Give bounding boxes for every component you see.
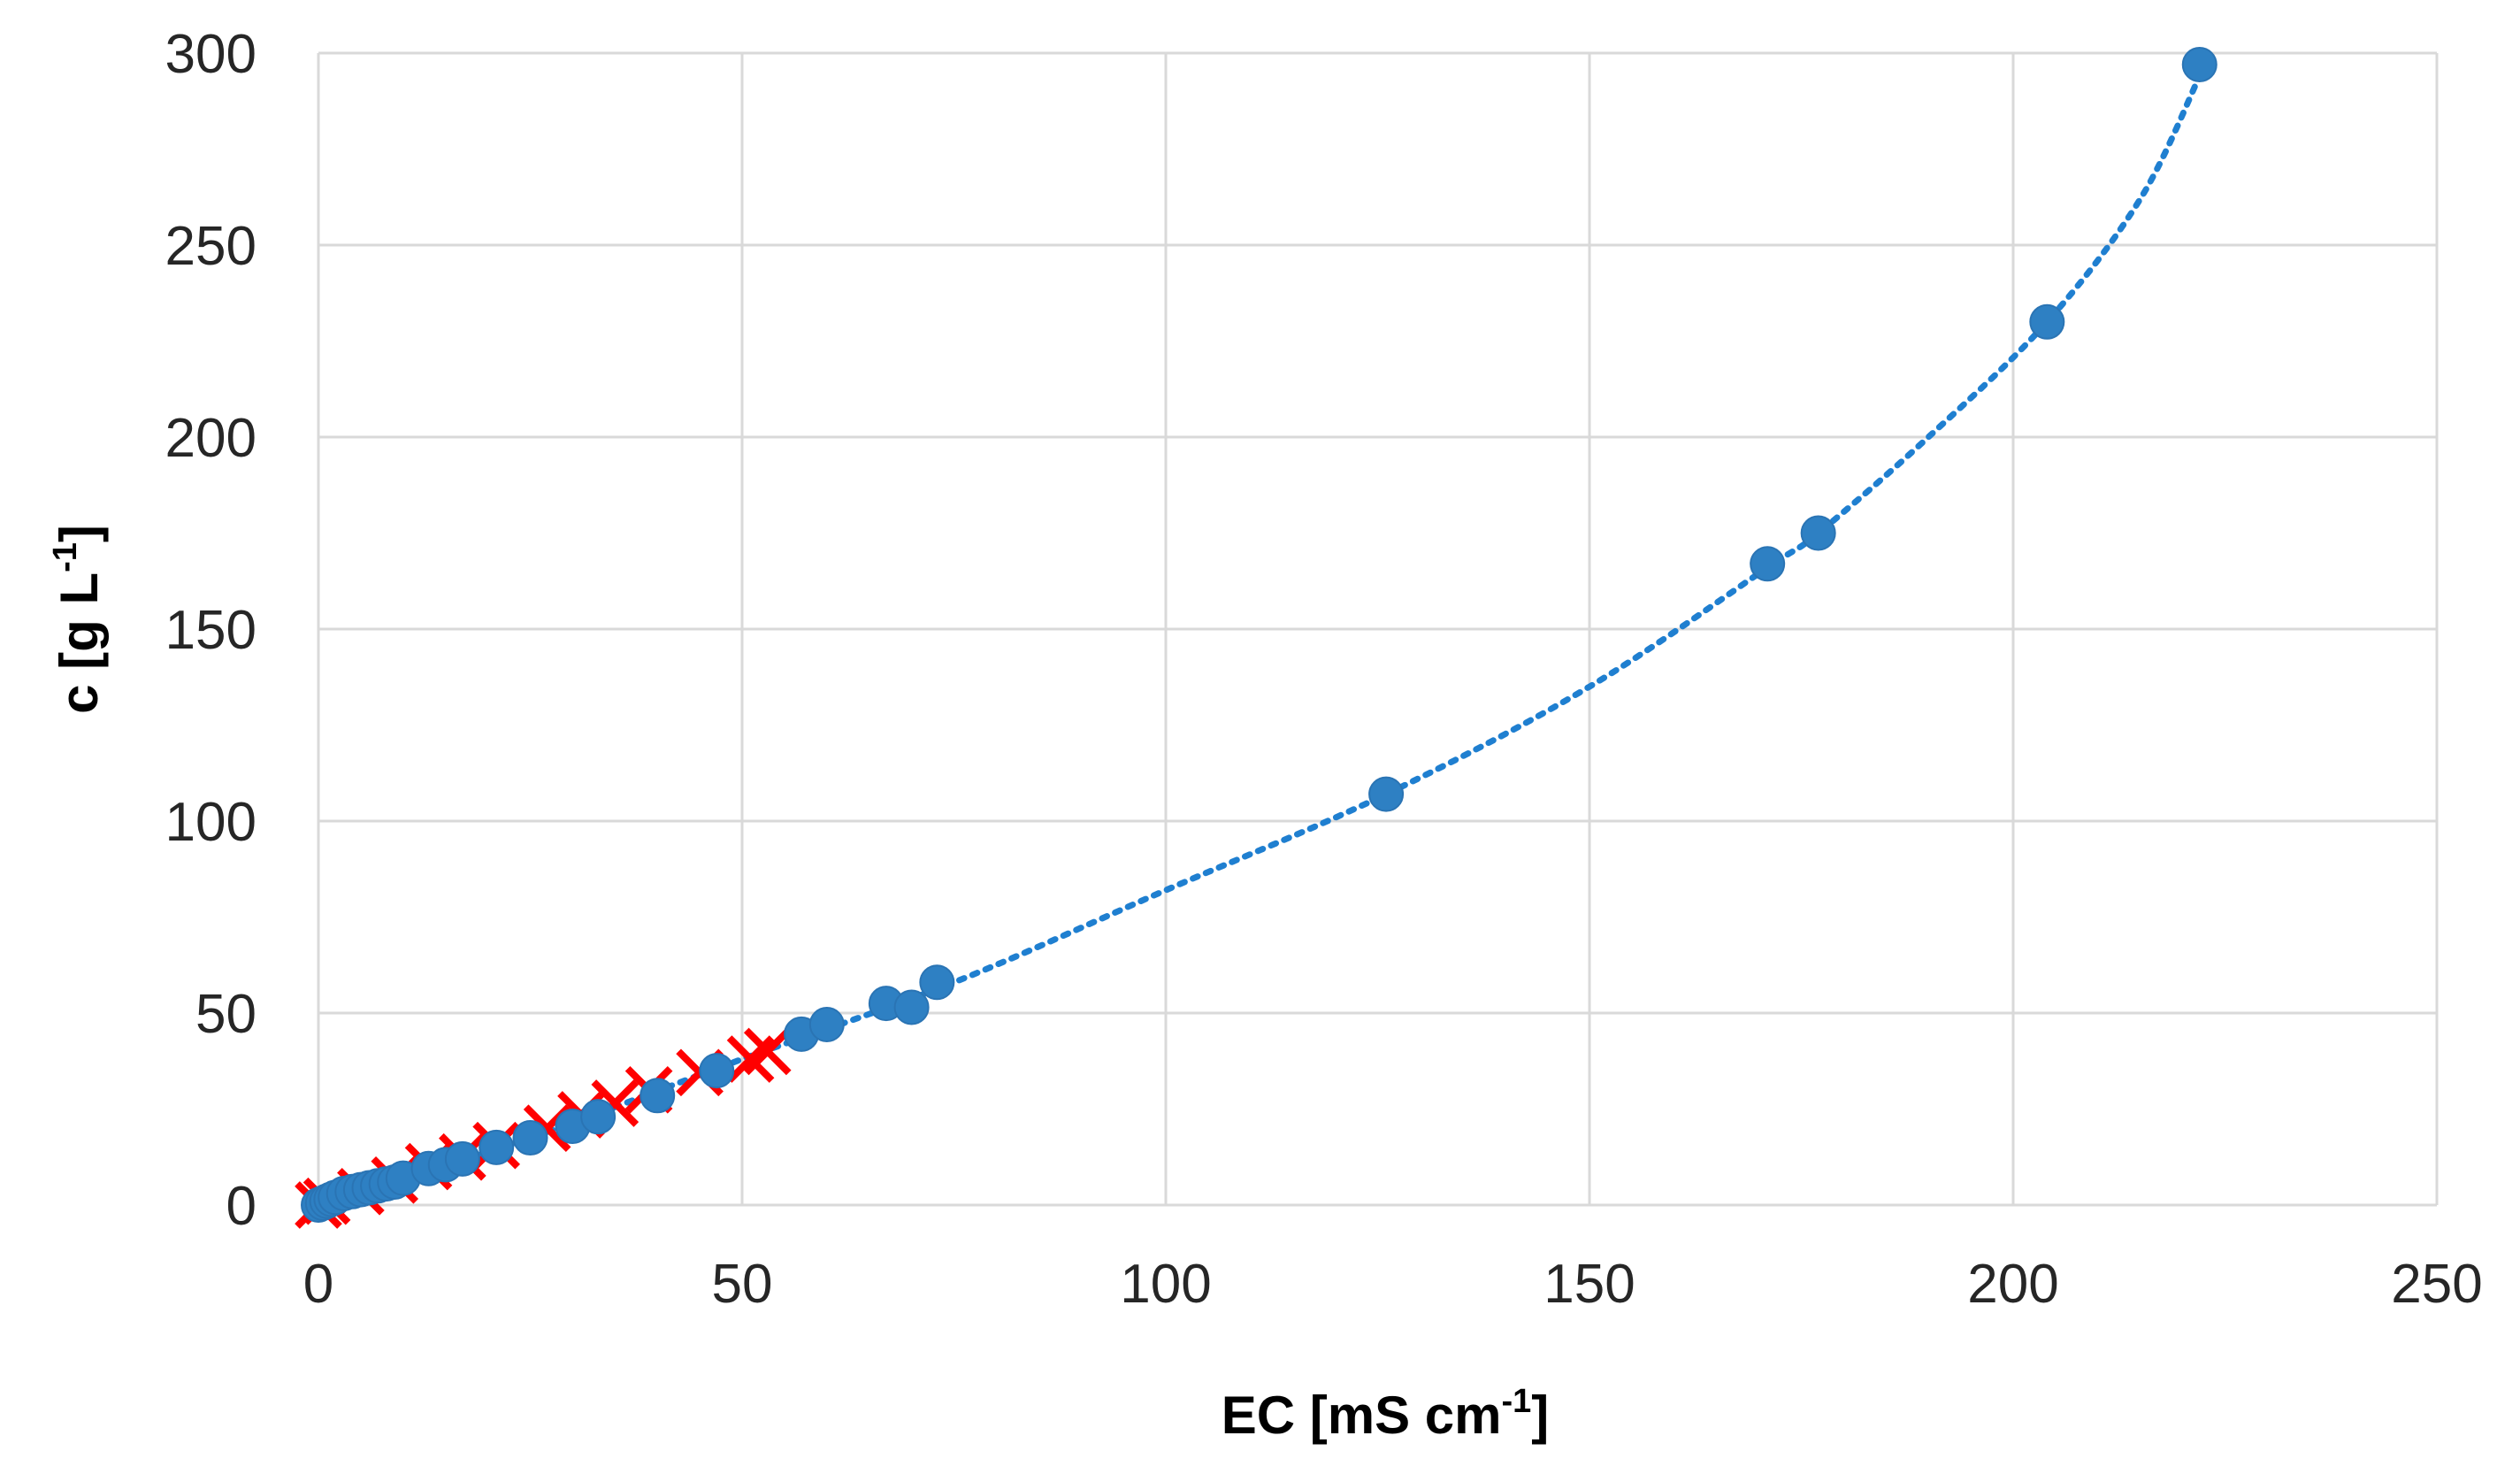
- x-axis-title-superscript: -1: [1501, 1383, 1531, 1420]
- x-axis-title-main: EC [mS cm: [1222, 1386, 1502, 1445]
- x-tick-labels: 0 50 100 150 200 250: [303, 1254, 2483, 1315]
- y-axis-title-superscript: -1: [47, 542, 84, 572]
- data-point: [699, 1053, 735, 1089]
- data-point: [640, 1078, 676, 1114]
- y-tick-label-250: 250: [165, 216, 257, 277]
- x-tick-label-250: 250: [2391, 1254, 2482, 1315]
- data-point: [1368, 776, 1405, 812]
- data-point: [919, 964, 955, 1001]
- measured-points: [301, 47, 2217, 1223]
- y-tick-label-100: 100: [165, 792, 257, 853]
- y-tick-label-300: 300: [165, 24, 257, 85]
- x-tick-label-50: 50: [712, 1254, 773, 1315]
- x-tick-label-200: 200: [1967, 1254, 2058, 1315]
- data-point: [1750, 546, 1786, 582]
- x-tick-label-150: 150: [1543, 1254, 1635, 1315]
- y-tick-label-0: 0: [226, 1176, 257, 1237]
- data-point: [580, 1099, 617, 1135]
- x-tick-label-0: 0: [303, 1254, 333, 1315]
- cross-stroke: [743, 1027, 792, 1076]
- x-axis-title: EC [mS cm-1]: [1222, 1383, 1550, 1445]
- fit-curve: [315, 73, 2203, 1209]
- grid: [317, 51, 2439, 1207]
- data-point: [808, 1007, 845, 1043]
- validation-point: [743, 1027, 792, 1076]
- x-axis-title-close: ]: [1531, 1386, 1549, 1445]
- y-axis-title-close: ]: [50, 525, 109, 542]
- data-point: [893, 989, 930, 1025]
- data-point: [512, 1120, 548, 1156]
- y-tick-label-200: 200: [165, 408, 257, 469]
- data-point: [444, 1140, 480, 1177]
- y-tick-label-150: 150: [165, 600, 257, 661]
- y-axis-title-main: c [g L: [50, 572, 109, 714]
- y-tick-label-50: 50: [195, 984, 257, 1045]
- fit-curve-layer: [315, 73, 2203, 1209]
- data-point: [479, 1129, 515, 1165]
- data-point: [2181, 47, 2217, 83]
- data-point: [2029, 303, 2065, 340]
- y-axis-title: c [g L-1]: [47, 525, 109, 714]
- y-tick-labels: 0 50 100 150 200 250 300: [165, 24, 257, 1237]
- x-tick-label-100: 100: [1120, 1254, 1211, 1315]
- data-point: [1800, 515, 1836, 551]
